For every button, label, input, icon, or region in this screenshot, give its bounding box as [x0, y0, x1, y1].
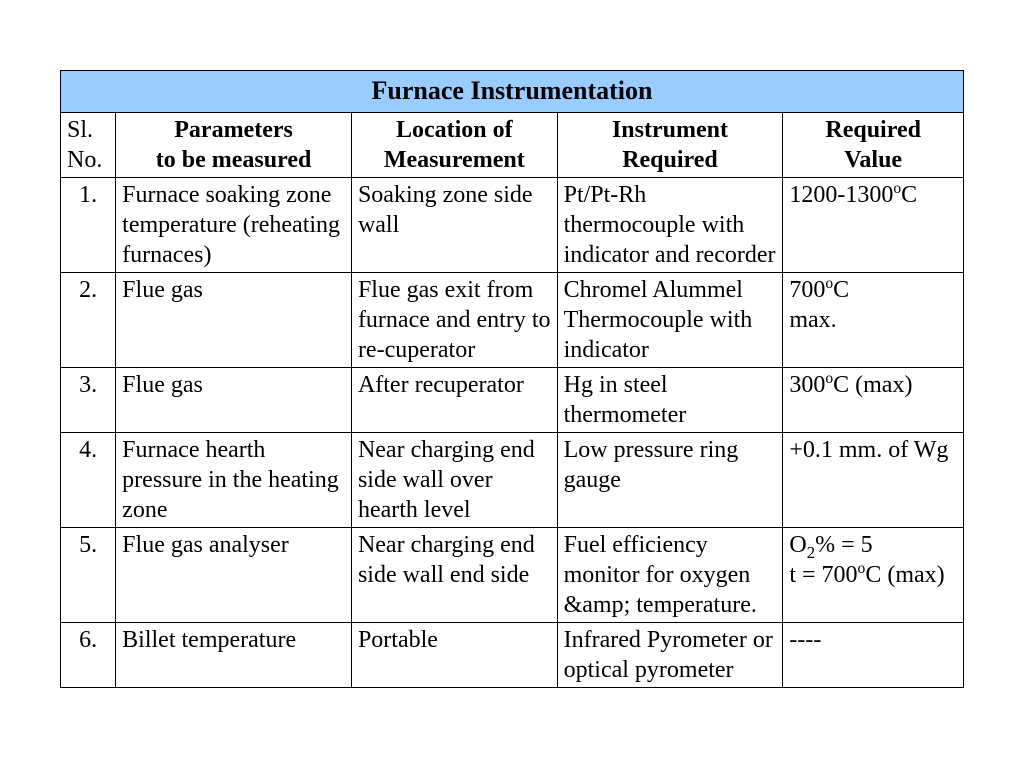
table-row: 4.Furnace hearth pressure in the heating…: [61, 432, 964, 527]
cell-sl: 2.: [61, 272, 116, 367]
col-header-param-l1: Parameters: [174, 117, 293, 143]
col-header-sl-l2: No.: [67, 147, 102, 173]
cell-param: Flue gas analyser: [116, 527, 352, 622]
col-header-sl: Sl. No.: [61, 112, 116, 177]
cell-param: Billet temperature: [116, 622, 352, 687]
col-header-val: Required Value: [783, 112, 964, 177]
col-header-param: Parameters to be measured: [116, 112, 352, 177]
cell-loc: Soaking zone side wall: [351, 177, 557, 272]
cell-val: 700oCmax.: [783, 272, 964, 367]
col-header-val-l1: Required: [825, 117, 921, 143]
table-row: 6.Billet temperaturePortableInfrared Pyr…: [61, 622, 964, 687]
table-title: Furnace Instrumentation: [61, 71, 964, 113]
cell-sl: 1.: [61, 177, 116, 272]
cell-param: Flue gas: [116, 272, 352, 367]
table-body: 1.Furnace soaking zone temperature (rehe…: [61, 177, 964, 687]
cell-inst: Chromel Alummel Thermocouple with indica…: [557, 272, 783, 367]
cell-param: Furnace soaking zone temperature (reheat…: [116, 177, 352, 272]
col-header-param-l2: to be measured: [156, 147, 312, 173]
table-header-row: Sl. No. Parameters to be measured Locati…: [61, 112, 964, 177]
furnace-table: Furnace Instrumentation Sl. No. Paramete…: [60, 70, 964, 688]
col-header-loc-l2: Measurement: [384, 147, 525, 173]
cell-sl: 6.: [61, 622, 116, 687]
col-header-inst-l1: Instrument: [612, 117, 728, 143]
cell-val: ----: [783, 622, 964, 687]
cell-inst: Infrared Pyrometer or optical pyrometer: [557, 622, 783, 687]
cell-inst: Pt/Pt-Rh thermocouple with indicator and…: [557, 177, 783, 272]
cell-inst: Fuel efficiency monitor for oxygen &amp;…: [557, 527, 783, 622]
table-row: 5.Flue gas analyserNear charging end sid…: [61, 527, 964, 622]
col-header-val-l2: Value: [844, 147, 902, 173]
cell-inst: Low pressure ring gauge: [557, 432, 783, 527]
table-row: 3.Flue gasAfter recuperatorHg in steel t…: [61, 367, 964, 432]
page-container: Furnace Instrumentation Sl. No. Paramete…: [0, 0, 1024, 688]
table-title-row: Furnace Instrumentation: [61, 71, 964, 113]
cell-sl: 4.: [61, 432, 116, 527]
col-header-sl-l1: Sl.: [67, 117, 93, 143]
cell-param: Flue gas: [116, 367, 352, 432]
cell-loc: Portable: [351, 622, 557, 687]
cell-loc: After recuperator: [351, 367, 557, 432]
cell-val: 300oC (max): [783, 367, 964, 432]
table-row: 1.Furnace soaking zone temperature (rehe…: [61, 177, 964, 272]
cell-val: O2% = 5t = 700oC (max): [783, 527, 964, 622]
cell-sl: 3.: [61, 367, 116, 432]
cell-param: Furnace hearth pressure in the heating z…: [116, 432, 352, 527]
cell-loc: Flue gas exit from furnace and entry to …: [351, 272, 557, 367]
cell-loc: Near charging end side wall over hearth …: [351, 432, 557, 527]
cell-val: 1200-1300oC: [783, 177, 964, 272]
cell-val: +0.1 mm. of Wg: [783, 432, 964, 527]
col-header-loc: Location of Measurement: [351, 112, 557, 177]
col-header-inst: Instrument Required: [557, 112, 783, 177]
col-header-inst-l2: Required: [622, 147, 718, 173]
cell-loc: Near charging end side wall end side: [351, 527, 557, 622]
col-header-loc-l1: Location of: [396, 117, 513, 143]
table-row: 2.Flue gasFlue gas exit from furnace and…: [61, 272, 964, 367]
cell-sl: 5.: [61, 527, 116, 622]
cell-inst: Hg in steel thermometer: [557, 367, 783, 432]
